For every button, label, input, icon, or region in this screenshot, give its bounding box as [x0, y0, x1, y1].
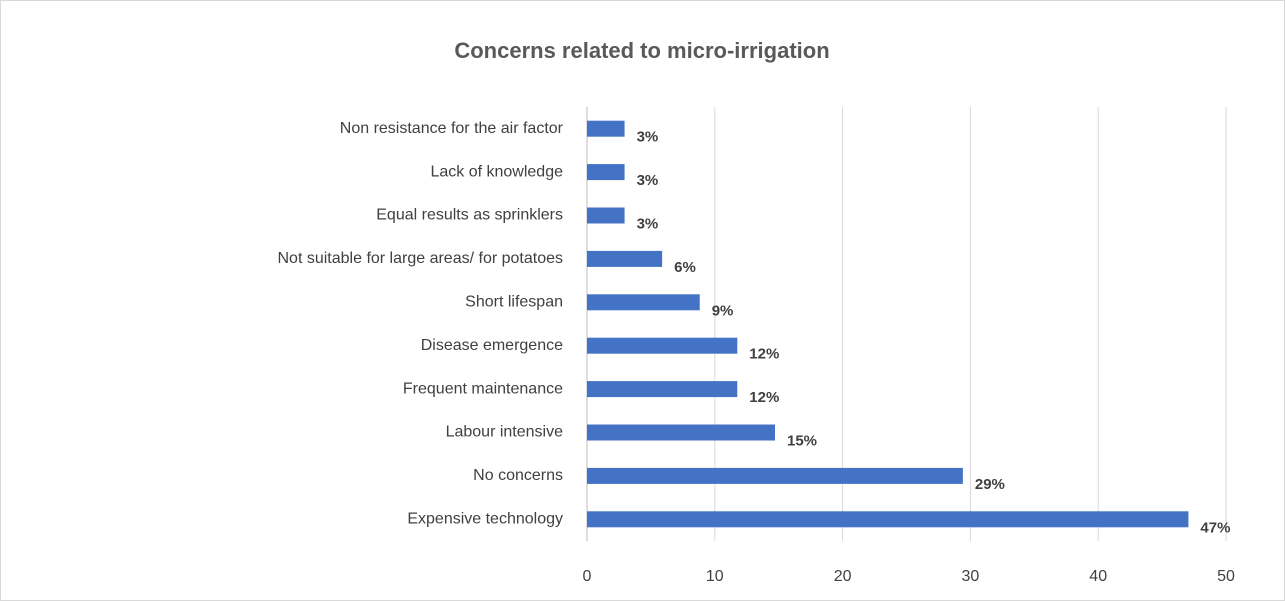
y-tick-label: No concerns: [473, 467, 563, 484]
x-tick-label: 10: [706, 568, 724, 585]
y-tick-label: Frequent maintenance: [403, 380, 563, 397]
bar: [587, 511, 1189, 528]
y-tick-label: Not suitable for large areas/ for potato…: [278, 250, 564, 267]
x-tick-label: 0: [583, 568, 592, 585]
bar: [587, 294, 700, 311]
bar: [587, 467, 963, 484]
value-label: 29%: [975, 476, 1005, 493]
x-tick-label: 50: [1217, 568, 1235, 585]
x-tick-label: 30: [962, 568, 980, 585]
y-tick-label: Equal results as sprinklers: [376, 207, 563, 224]
y-tick-label: Expensive technology: [407, 511, 563, 528]
bar: [587, 207, 625, 224]
y-tick-label: Disease emergence: [421, 337, 563, 354]
x-tick-label: 40: [1089, 568, 1107, 585]
y-tick-label: Lack of knowledge: [430, 163, 563, 180]
value-label: 12%: [749, 389, 779, 406]
bar: [587, 337, 738, 354]
value-label: 12%: [749, 346, 779, 363]
value-label: 6%: [674, 259, 696, 276]
chart-title: Concerns related to micro-irrigation: [454, 38, 829, 63]
value-label: 3%: [637, 129, 659, 146]
value-label: 9%: [712, 302, 734, 319]
y-tick-label: Short lifespan: [465, 294, 563, 311]
value-label: 3%: [637, 215, 659, 232]
bar: [587, 381, 738, 398]
bar: [587, 250, 663, 267]
bar: [587, 424, 775, 441]
y-tick-label: Non resistance for the air factor: [340, 120, 564, 137]
bar: [587, 120, 625, 137]
value-label: 15%: [787, 432, 817, 449]
x-tick-label: 20: [834, 568, 852, 585]
y-tick-label: Labour intensive: [446, 424, 564, 441]
value-label: 3%: [637, 172, 659, 189]
bar: [587, 164, 625, 181]
value-label: 47%: [1200, 519, 1230, 536]
